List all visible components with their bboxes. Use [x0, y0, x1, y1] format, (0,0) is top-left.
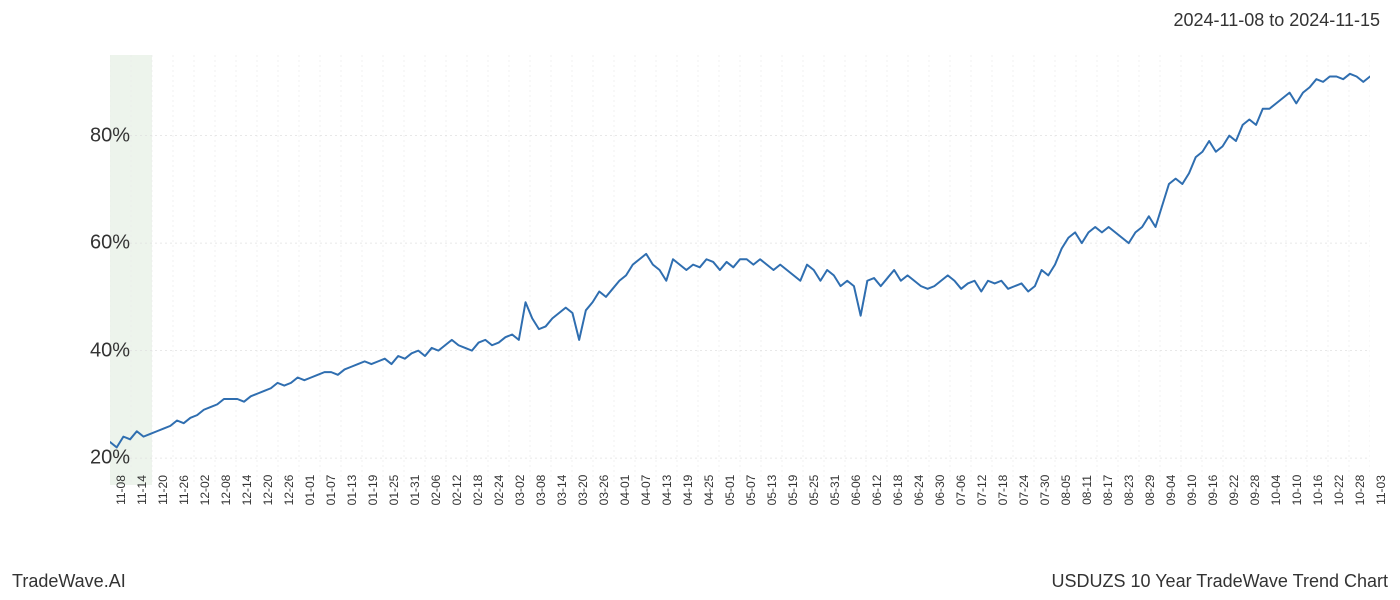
x-tick-label: 01-31 [408, 475, 422, 506]
x-tick-label: 06-06 [849, 475, 863, 506]
x-tick-label: 01-07 [324, 475, 338, 506]
chart-area [110, 55, 1370, 485]
x-tick-label: 01-13 [345, 475, 359, 506]
x-tick-label: 05-25 [807, 475, 821, 506]
x-tick-label: 06-12 [870, 475, 884, 506]
x-tick-label: 11-14 [135, 475, 149, 505]
x-tick-label: 02-12 [450, 475, 464, 506]
x-tick-label: 03-08 [534, 475, 548, 506]
x-tick-label: 05-19 [786, 475, 800, 506]
y-tick-label: 40% [70, 339, 130, 362]
x-tick-label: 03-02 [513, 475, 527, 506]
x-tick-label: 09-04 [1164, 475, 1178, 506]
x-tick-label: 12-20 [261, 475, 275, 506]
x-tick-label: 03-26 [597, 475, 611, 506]
x-tick-label: 07-30 [1038, 475, 1052, 506]
x-tick-label: 09-22 [1227, 475, 1241, 506]
y-tick-label: 60% [70, 232, 130, 255]
x-tick-label: 02-24 [492, 475, 506, 506]
x-tick-label: 04-01 [618, 475, 632, 506]
x-tick-label: 05-13 [765, 475, 779, 506]
x-tick-label: 08-17 [1101, 475, 1115, 506]
x-tick-label: 12-14 [240, 475, 254, 506]
x-tick-label: 09-16 [1206, 475, 1220, 506]
x-tick-label: 09-28 [1248, 475, 1262, 506]
x-tick-label: 12-08 [219, 475, 233, 506]
x-tick-label: 08-11 [1080, 475, 1094, 505]
x-tick-label: 11-20 [156, 475, 170, 505]
x-tick-label: 02-06 [429, 475, 443, 506]
x-tick-label: 01-19 [366, 475, 380, 506]
x-tick-label: 03-20 [576, 475, 590, 506]
y-tick-label: 20% [70, 447, 130, 470]
x-tick-label: 04-25 [702, 475, 716, 506]
x-tick-label: 08-23 [1122, 475, 1136, 506]
x-tick-label: 10-10 [1290, 475, 1304, 506]
x-tick-label: 10-04 [1269, 475, 1283, 506]
x-tick-label: 12-02 [198, 475, 212, 506]
x-tick-label: 11-08 [114, 475, 128, 505]
x-tick-label: 04-07 [639, 475, 653, 506]
x-tick-label: 05-07 [744, 475, 758, 506]
date-range-label: 2024-11-08 to 2024-11-15 [1174, 10, 1381, 31]
x-tick-label: 05-31 [828, 475, 842, 506]
x-tick-label: 07-12 [975, 475, 989, 506]
x-tick-label: 06-18 [891, 475, 905, 506]
x-tick-label: 03-14 [555, 475, 569, 506]
x-tick-label: 11-26 [177, 475, 191, 505]
x-tick-label: 10-22 [1332, 475, 1346, 506]
x-tick-label: 07-24 [1017, 475, 1031, 506]
x-tick-label: 07-06 [954, 475, 968, 506]
x-tick-label: 04-13 [660, 475, 674, 506]
x-tick-label: 09-10 [1185, 475, 1199, 506]
x-tick-label: 01-01 [303, 475, 317, 506]
x-tick-label: 08-29 [1143, 475, 1157, 506]
x-tick-label: 02-18 [471, 475, 485, 506]
x-tick-label: 06-24 [912, 475, 926, 506]
x-tick-label: 07-18 [996, 475, 1010, 506]
brand-label: TradeWave.AI [12, 571, 126, 592]
x-tick-label: 01-25 [387, 475, 401, 506]
x-tick-label: 06-30 [933, 475, 947, 506]
x-tick-label: 12-26 [282, 475, 296, 506]
x-tick-label: 04-19 [681, 475, 695, 506]
x-tick-label: 10-16 [1311, 475, 1325, 506]
x-tick-label: 05-01 [723, 475, 737, 506]
chart-title: USDUZS 10 Year TradeWave Trend Chart [1052, 571, 1389, 592]
x-tick-label: 10-28 [1353, 475, 1367, 506]
chart-svg [110, 55, 1370, 485]
x-tick-label: 08-05 [1059, 475, 1073, 506]
x-tick-label: 11-03 [1374, 475, 1388, 505]
y-tick-label: 80% [70, 124, 130, 147]
